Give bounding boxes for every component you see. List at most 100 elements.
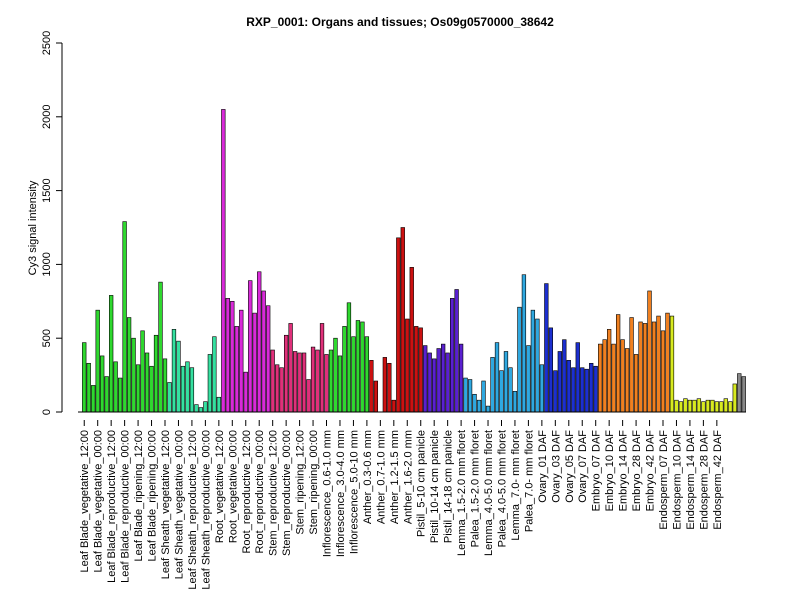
- bar: [292, 351, 298, 413]
- y-tick-label: 500: [41, 329, 53, 347]
- bar: [351, 336, 356, 413]
- bar: [593, 365, 598, 413]
- bar: [346, 302, 352, 413]
- x-tick-label: Inflorescence_5.0-10 mm: [348, 430, 360, 554]
- x-tick-label: Leaf Sheath_vegetative_12:00: [160, 430, 172, 579]
- x-tick-label: Anther_0.3-0.6 mm: [362, 430, 374, 524]
- bar: [674, 399, 679, 413]
- bar: [373, 380, 379, 413]
- bar: [221, 109, 226, 413]
- x-tick-label: Embryo_10 DAF: [604, 430, 616, 512]
- x-tick-label: Ovary_03 DAF: [550, 430, 562, 503]
- x-tick-label: Stem_ripening_00:00: [308, 430, 320, 535]
- x-axis: Leaf Blade_vegetative_12:00 Leaf Blade_ve…: [79, 420, 724, 590]
- bar: [458, 343, 464, 413]
- x-tick-label: Anther_1.2-1.5 mm: [389, 430, 401, 524]
- bar: [270, 349, 275, 413]
- x-tick-label: Leaf Blade_reproductive_12:00: [106, 430, 118, 583]
- x-tick-label: Pistil_14-18 cm panicle: [443, 430, 455, 543]
- bar: [180, 365, 186, 413]
- bar: [212, 336, 217, 413]
- x-tick-label: Endosperm_10 DAF: [671, 430, 683, 530]
- bar: [472, 393, 477, 413]
- x-tick-label: Endosperm_28 DAF: [698, 430, 710, 530]
- bar: [328, 349, 334, 413]
- bar: [319, 323, 325, 413]
- bar: [499, 370, 504, 413]
- bar: [342, 326, 347, 413]
- bar: [696, 398, 702, 413]
- bar: [571, 367, 576, 413]
- bar: [275, 364, 280, 413]
- bar: [432, 358, 437, 413]
- bar: [669, 315, 675, 413]
- x-tick-label: Embryo_07 DAF: [591, 430, 603, 512]
- x-tick-label: Lemma_7.0- mm floret: [510, 430, 522, 541]
- bar: [705, 399, 711, 413]
- x-tick-label: Palea_4.0-5.0 mm floret: [496, 430, 508, 547]
- bar: [589, 362, 594, 413]
- bar: [261, 290, 266, 413]
- bar: [409, 267, 414, 413]
- x-tick-label: Endosperm_42 DAF: [712, 430, 724, 530]
- x-tick-label: Leaf Sheath_reproductive_12:00: [187, 430, 199, 590]
- bar: [485, 405, 491, 413]
- y-tick-label: 1500: [41, 178, 53, 202]
- bar: [364, 336, 370, 413]
- bar: [598, 343, 603, 413]
- bar: [387, 362, 392, 413]
- bar: [189, 367, 195, 413]
- y-tick-label: 0: [41, 409, 53, 415]
- bar: [683, 398, 688, 413]
- bar: [436, 348, 441, 413]
- bar: [642, 323, 648, 413]
- bar: [414, 326, 419, 413]
- x-tick-label: Anther_1.6-2.0 mm: [402, 430, 414, 524]
- bar: [607, 329, 612, 413]
- bar: [266, 305, 271, 413]
- bar: [544, 283, 549, 413]
- bar: [324, 354, 329, 413]
- bar: [503, 351, 509, 413]
- y-axis-label: Cy3 signal intensity: [27, 180, 39, 275]
- x-tick-label: Stem_reproductive_12:00: [268, 430, 280, 556]
- x-tick-label: Endosperm_14 DAF: [685, 430, 697, 530]
- x-tick-label: Ovary_05 DAF: [564, 430, 576, 503]
- bar: [423, 345, 428, 413]
- bar: [553, 370, 558, 413]
- x-tick-label: Pistil_10-14 cm panicle: [429, 430, 441, 543]
- x-tick-label: Leaf Blade_reproductive_00:00: [120, 430, 132, 583]
- y-tick-label: 2000: [41, 105, 53, 129]
- bar: [405, 318, 410, 413]
- bar: [396, 237, 401, 413]
- bar: [723, 398, 728, 413]
- bar: [629, 317, 634, 413]
- bar: [454, 289, 459, 413]
- bar: [611, 343, 616, 413]
- bar: [257, 271, 262, 413]
- bar: [665, 312, 670, 413]
- x-tick-label: Anther_0.7-1.0 mm: [375, 430, 387, 524]
- bar: [539, 364, 545, 413]
- x-tick-label: Embryo_14 DAF: [618, 430, 630, 512]
- x-tick-label: Embryo_28 DAF: [631, 430, 643, 512]
- bar: [135, 364, 141, 413]
- x-tick-label: Root_vegetative_12:00: [214, 430, 226, 543]
- bar: [467, 379, 473, 413]
- bar: [104, 376, 109, 413]
- bar: [656, 315, 661, 413]
- bar: [149, 365, 154, 413]
- x-tick-label: Root_vegetative_00:00: [227, 430, 239, 543]
- x-tick-label: Stem_reproductive_00:00: [281, 430, 293, 556]
- x-tick-label: Palea_7.0- mm floret: [523, 430, 535, 532]
- bar: [418, 327, 423, 413]
- bar: [602, 339, 607, 413]
- bar: [526, 345, 531, 413]
- bar: [620, 339, 625, 413]
- bar: [337, 355, 343, 413]
- bar: [737, 373, 742, 413]
- bar: [185, 361, 190, 413]
- x-tick-label: Leaf Sheath_reproductive_00:00: [200, 430, 212, 590]
- bar: [198, 407, 204, 413]
- x-tick-label: Leaf Blade_ripening_12:00: [133, 430, 145, 562]
